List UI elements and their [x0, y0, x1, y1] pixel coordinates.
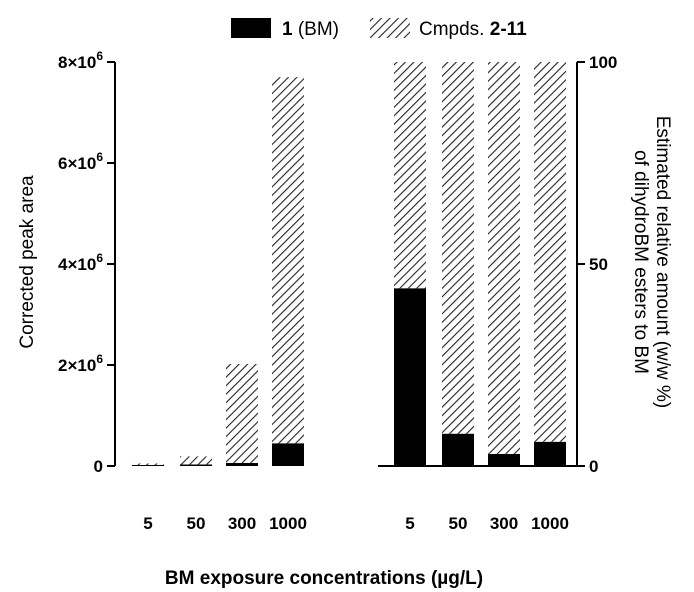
left-y-tick-label: 2×106 [58, 352, 103, 375]
left-y-ticks: 0 2×106 4×106 6×106 8×106 [58, 49, 115, 476]
left-y-tick-label: 4×106 [58, 251, 103, 274]
legend: 1 (BM) Cmpds. 2-11 [231, 18, 527, 40]
left-bar-bm-300 [226, 462, 258, 466]
left-x-tick-label: 5 [143, 514, 152, 533]
left-panel: 0 2×106 4×106 6×106 8×106 5 50 300 1000 Correct… [17, 49, 307, 533]
left-bar-cmpds-5 [132, 463, 164, 465]
left-bar-bm-1000 [272, 443, 304, 466]
right-x-tick-label: 50 [449, 514, 468, 533]
right-bar-cmpds-5 [394, 62, 426, 289]
x-axis-title: BM exposure concentrations (µg/L) [165, 568, 483, 589]
right-bar-cmpds-1000 [534, 62, 566, 442]
left-y-axis-title: Corrected peak area [17, 175, 38, 349]
right-bar-cmpds-300 [488, 62, 520, 454]
left-x-ticks: 5 50 300 1000 [143, 514, 307, 533]
right-panel: 0 50 100 5 50 300 1000 Estimated relative amo… [378, 53, 673, 533]
legend-swatch-bm [231, 18, 271, 38]
right-y-tick-label: 0 [589, 457, 598, 476]
right-x-tick-label: 5 [405, 514, 414, 533]
right-y-axis-title-line-1: Estimated relative amount (w/w %) [652, 116, 673, 409]
right-bar-cmpds-50 [442, 62, 474, 434]
right-bar-bm-300 [488, 453, 520, 466]
left-x-tick-label: 1000 [269, 514, 307, 533]
right-x-tick-label: 300 [490, 514, 518, 533]
left-y-tick-label: 0 [94, 457, 103, 476]
legend-label-bm: 1 (BM) [282, 19, 339, 40]
right-bar-bm-5 [394, 288, 426, 466]
left-x-tick-label: 300 [228, 514, 256, 533]
right-bars [394, 62, 566, 466]
right-y-axis-title-line-2: of dihydroBM esters to BM [630, 150, 651, 374]
right-x-tick-label: 1000 [531, 514, 569, 533]
left-bar-cmpds-300 [226, 363, 258, 463]
left-bar-bm-5 [132, 464, 164, 466]
right-y-tick-label: 50 [589, 255, 608, 274]
right-y-ticks: 0 50 100 [577, 53, 617, 476]
right-bar-bm-50 [442, 433, 474, 466]
left-y-tick-label: 6×106 [58, 150, 103, 173]
left-bar-cmpds-50 [180, 456, 212, 465]
right-x-ticks: 5 50 300 1000 [405, 514, 569, 533]
right-bar-bm-1000 [534, 441, 566, 466]
left-bar-bm-50 [180, 464, 212, 466]
legend-swatch-cmpds [370, 18, 410, 38]
left-x-tick-label: 50 [187, 514, 206, 533]
right-y-tick-label: 100 [589, 53, 617, 72]
left-bar-cmpds-1000 [272, 77, 304, 444]
left-y-tick-label: 8×106 [58, 49, 103, 72]
legend-label-cmpds: Cmpds. 2-11 [419, 19, 527, 40]
left-bars [132, 77, 304, 466]
